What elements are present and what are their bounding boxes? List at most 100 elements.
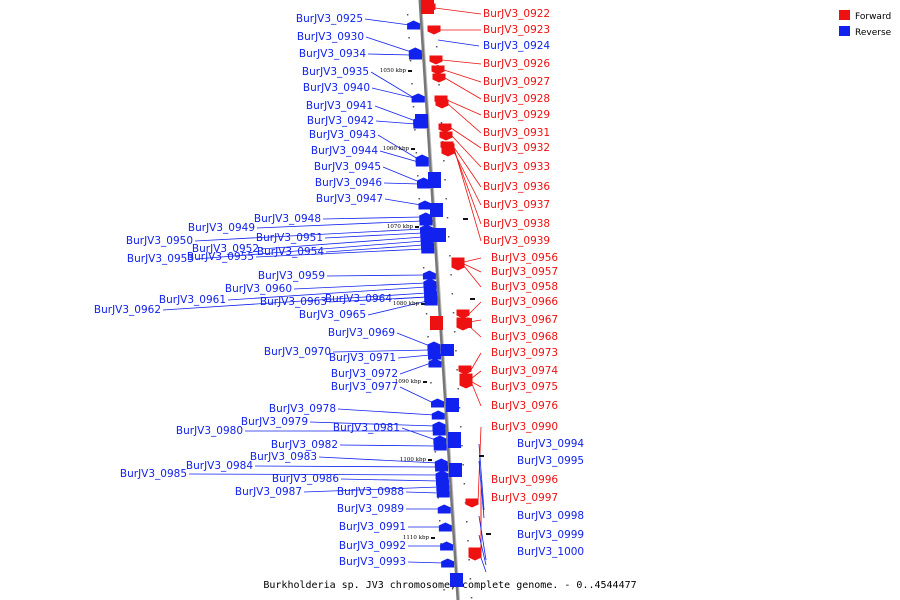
reverse-gene <box>417 179 431 189</box>
guide-dot <box>463 483 466 485</box>
legend: Forward Reverse <box>839 10 892 38</box>
gene-label-reverse: BurJV3_0954 <box>257 246 324 258</box>
gene-features <box>407 0 482 587</box>
gene-label-reverse: BurJV3_0953 <box>127 253 194 265</box>
gene-label-reverse: BurJV3_0950 <box>126 235 193 247</box>
guide-dot <box>470 597 473 599</box>
gene-label-reverse: BurJV3_0955 <box>187 251 254 263</box>
leader-line-forward <box>443 69 482 83</box>
gene-label-reverse: BurJV3_0998 <box>517 510 584 522</box>
feature-marker <box>470 298 475 300</box>
leader-line-reverse <box>325 244 424 253</box>
guide-dot <box>411 83 413 85</box>
reverse-gene <box>415 157 429 167</box>
gene-label-reverse: BurJV3_0981 <box>333 422 400 434</box>
leader-line-reverse <box>393 296 427 300</box>
leader-line-reverse <box>162 292 427 311</box>
gene-label-reverse: BurJV3_0930 <box>297 31 364 43</box>
legend-swatch-forward <box>839 10 850 20</box>
guide-dot <box>422 267 425 269</box>
guide-dot <box>412 106 415 108</box>
guide-dot <box>443 160 445 162</box>
gene-label-reverse: BurJV3_0971 <box>329 352 396 364</box>
guide-dot <box>457 388 460 390</box>
leader-line-reverse <box>478 515 487 561</box>
gene-label-reverse: BurJV3_0952 <box>192 243 259 255</box>
chromosome-axis-highlight <box>421 0 460 600</box>
guide-dot <box>435 46 438 48</box>
leader-line-forward <box>451 135 482 168</box>
gene-label-reverse: BurJV3_0985 <box>120 468 187 480</box>
guide-dot <box>469 578 472 580</box>
leader-line-reverse <box>365 36 412 53</box>
forward-gene-block <box>459 318 472 328</box>
guide-dot <box>453 331 456 333</box>
reverse-gene-block <box>430 203 443 217</box>
gene-label-reverse: BurJV3_0982 <box>271 439 338 451</box>
legend-label-reverse: Reverse <box>855 28 892 38</box>
axis-tick-mark <box>411 148 415 150</box>
guide-dot <box>430 382 432 384</box>
gene-label-forward: BurJV3_0932 <box>483 142 550 154</box>
guide-dot <box>451 293 454 295</box>
leader-line-forward <box>463 257 482 263</box>
leader-line-reverse <box>374 105 416 122</box>
leader-line-reverse <box>309 421 435 427</box>
gene-label-forward: BurJV3_0923 <box>483 24 550 36</box>
leader-line-forward <box>470 352 482 371</box>
gene-label-reverse: BurJV3_0934 <box>299 48 366 60</box>
forward-gene-block <box>421 0 434 14</box>
leader-line-reverse <box>382 166 420 183</box>
gene-label-forward: BurJV3_0926 <box>483 58 550 70</box>
gene-label-forward: BurJV3_0967 <box>491 314 558 326</box>
forward-gene-block <box>430 316 443 330</box>
leader-line-reverse <box>332 349 431 353</box>
genome-axis: 1050 kbp 1060 kbp 1070 kbp 1080 kbp 1090 kbp… <box>380 0 491 600</box>
axis-tick-mark <box>415 226 419 228</box>
guide-dot <box>462 464 464 466</box>
gene-label-reverse: BurJV3_0994 <box>517 438 584 450</box>
gene-label-reverse: BurJV3_0925 <box>296 13 363 25</box>
axis-tick-mark <box>423 381 427 383</box>
leader-line-reverse <box>195 240 424 260</box>
feature-marker <box>486 533 491 535</box>
guide-dot <box>440 122 443 124</box>
reverse-gene <box>422 270 436 280</box>
leader-line-forward <box>471 381 482 388</box>
gene-label-reverse: BurJV3_0947 <box>316 193 383 205</box>
leader-lines <box>162 7 487 573</box>
gene-label-reverse: BurJV3_0946 <box>315 177 382 189</box>
gene-label-forward: BurJV3_0929 <box>483 109 550 121</box>
axis-tick-label: 1050 kbp <box>380 68 407 74</box>
gene-label-reverse: BurJV3_0989 <box>337 503 404 515</box>
gene-label-forward: BurJV3_0939 <box>483 235 550 247</box>
leader-line-forward <box>452 145 482 188</box>
gene-label-reverse: BurJV3_0959 <box>258 270 325 282</box>
forward-gene <box>439 131 453 141</box>
gene-label-reverse: BurJV3_0944 <box>311 145 378 157</box>
reverse-gene-block <box>446 398 459 412</box>
reverse-gene <box>437 504 451 514</box>
axis-tick-mark <box>431 537 435 539</box>
axis-tick-label: 1080 kbp <box>393 301 420 307</box>
forward-gene <box>451 261 465 271</box>
axis-tick-mark <box>428 459 432 461</box>
forward-gene <box>468 551 482 561</box>
guide-dot <box>438 520 441 522</box>
gene-label-reverse: BurJV3_0983 <box>250 451 317 463</box>
gene-label-reverse: BurJV3_0961 <box>159 294 226 306</box>
forward-gene <box>459 379 473 389</box>
feature-marker <box>479 455 484 457</box>
gene-label-reverse: BurJV3_0945 <box>314 161 381 173</box>
gene-label-reverse: BurJV3_0948 <box>254 213 321 225</box>
leader-line-reverse <box>337 408 435 416</box>
leader-line-reverse <box>407 561 444 564</box>
reverse-gene <box>418 200 432 210</box>
guide-dot <box>414 129 416 131</box>
legend-swatch-reverse <box>839 26 850 36</box>
axis-tick-label: 1060 kbp <box>383 146 410 152</box>
leader-line-reverse <box>255 248 424 258</box>
chromosome-axis <box>418 0 460 600</box>
genome-caption: Burkholderia sp. JV3 chromosome, complet… <box>263 580 636 591</box>
